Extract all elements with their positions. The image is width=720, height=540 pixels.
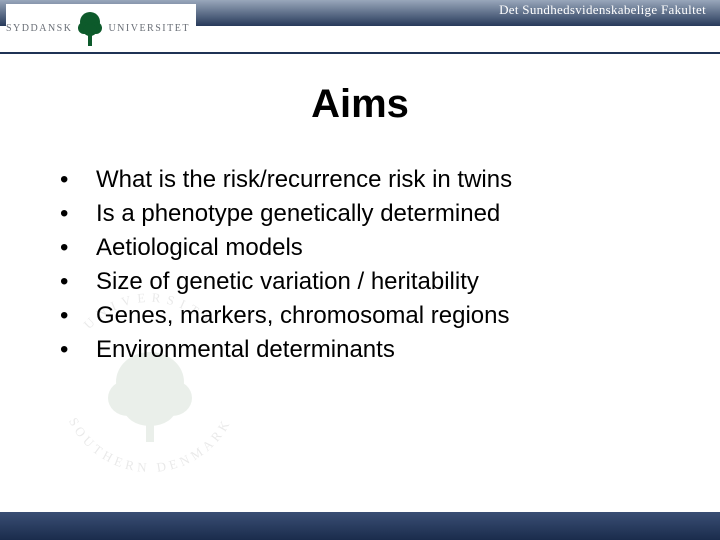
footer-bar <box>0 512 720 540</box>
svg-text:SOUTHERN DENMARK: SOUTHERN DENMARK <box>66 415 234 475</box>
bullet-icon: • <box>58 304 96 328</box>
slide-title: Aims <box>0 82 720 127</box>
list-item: • Is a phenotype genetically determined <box>58 202 680 226</box>
tree-icon <box>76 8 104 48</box>
logo-text-left: SYDDANSK <box>6 23 72 34</box>
slide: UNIVERSITY SOUTHERN DENMARK Det Sundheds… <box>0 0 720 540</box>
watermark-ring-bottom: SOUTHERN DENMARK <box>66 415 234 475</box>
bullet-icon: • <box>58 236 96 260</box>
header: Det Sundhedsvidenskabelige Fakultet SYDD… <box>0 0 720 52</box>
bullet-text: Genes, markers, chromosomal regions <box>96 304 509 328</box>
bullet-text: What is the risk/recurrence risk in twin… <box>96 168 512 192</box>
bullet-icon: • <box>58 338 96 362</box>
list-item: • Environmental determinants <box>58 338 680 362</box>
bullet-text: Aetiological models <box>96 236 303 260</box>
logo-text-right: UNIVERSITET <box>108 23 190 34</box>
bullet-text: Environmental determinants <box>96 338 395 362</box>
list-item: • Genes, markers, chromosomal regions <box>58 304 680 328</box>
faculty-name: Det Sundhedsvidenskabelige Fakultet <box>499 2 706 18</box>
bullet-icon: • <box>58 270 96 294</box>
bullet-icon: • <box>58 168 96 192</box>
bullet-text: Size of genetic variation / heritability <box>96 270 479 294</box>
bullet-icon: • <box>58 202 96 226</box>
bullet-list: • What is the risk/recurrence risk in tw… <box>58 168 680 372</box>
bullet-text: Is a phenotype genetically determined <box>96 202 500 226</box>
university-logo: SYDDANSK UNIVERSITET <box>6 4 196 52</box>
header-divider <box>0 52 720 54</box>
list-item: • Aetiological models <box>58 236 680 260</box>
list-item: • What is the risk/recurrence risk in tw… <box>58 168 680 192</box>
list-item: • Size of genetic variation / heritabili… <box>58 270 680 294</box>
